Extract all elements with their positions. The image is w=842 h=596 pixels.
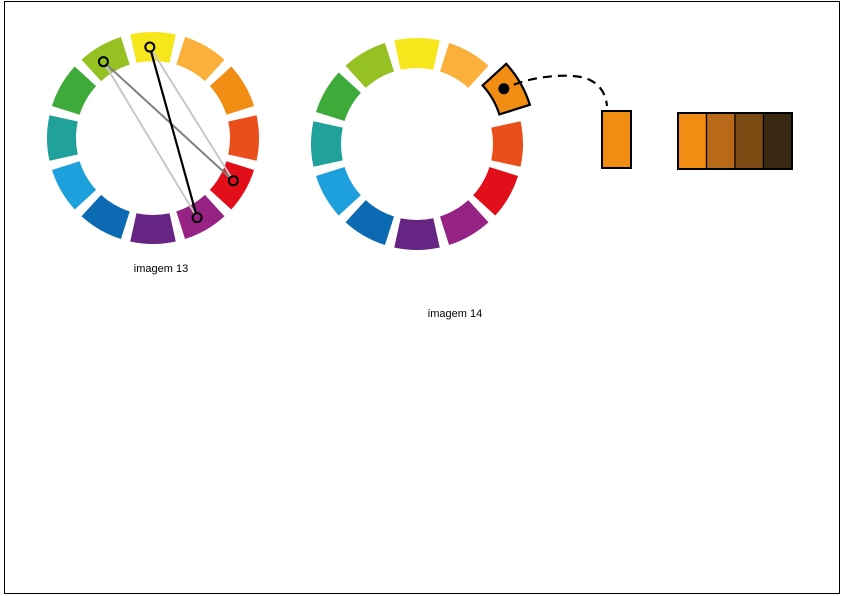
wheel14-segment-2: [439, 42, 489, 88]
wheel13-segment-4: [228, 115, 259, 161]
selection-marker-yellow: [144, 41, 156, 53]
wheel13-segment-10: [47, 115, 78, 161]
wheel14-segment-8: [345, 200, 395, 246]
wheel14-segment-11: [315, 72, 361, 122]
shade-derivation-14: [498, 74, 793, 170]
caption-imagem-14: imagem 14: [427, 308, 483, 320]
shade-swatch-2: [705, 112, 736, 170]
selection-marker-red: [227, 175, 239, 187]
wheel13-segment-7: [130, 213, 176, 244]
wheel13-segment-11: [51, 66, 97, 115]
shade-strip-border: [677, 112, 793, 170]
selected-color-swatch: [601, 110, 632, 169]
shade-swatch-4: [762, 112, 793, 170]
wheel14-segment-1: [394, 38, 440, 70]
shade-swatch-3: [734, 112, 765, 170]
mid-line-green-red: [102, 60, 235, 182]
color-wheel-13: [47, 32, 259, 244]
wheel13-segment-3: [209, 66, 255, 115]
wheel13-segment-8: [81, 194, 130, 240]
wheel14-segment-9: [315, 166, 361, 216]
light-line-green-purple: [102, 61, 198, 219]
wheel14-segment-12: [345, 42, 395, 88]
page-frame: [4, 1, 840, 594]
dashed-connector: [513, 74, 609, 107]
shade-swatch-1: [677, 112, 708, 170]
wheel14-segment-4: [491, 121, 524, 167]
complement-lines-13: [97, 41, 239, 224]
color-wheel-14: [311, 38, 532, 250]
wheel14-segment-7: [394, 218, 440, 250]
selection-marker-green: [97, 56, 109, 68]
selection-marker-purple: [191, 212, 203, 224]
wheel13-segment-9: [51, 161, 97, 210]
wheel14-segment-10: [311, 121, 343, 167]
wheel14-segment-5: [473, 166, 519, 216]
caption-imagem-13: imagem 13: [133, 263, 189, 275]
selection-dot: [498, 83, 510, 95]
wheel14-segment-6: [439, 200, 489, 246]
wheel13-segment-2: [176, 36, 225, 82]
dark-line-yellow-purple: [148, 46, 199, 218]
light-line-yellow-red: [148, 46, 235, 182]
